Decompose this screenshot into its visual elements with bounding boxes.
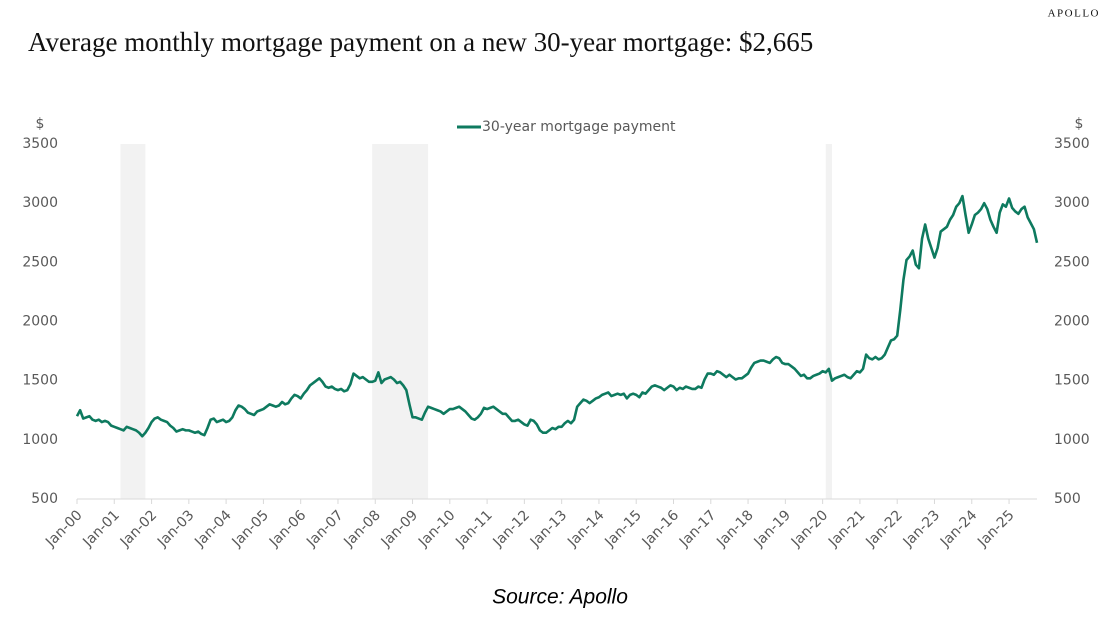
y-unit: $ <box>36 116 45 132</box>
y2-unit: $ <box>1075 116 1084 132</box>
y2-tick-label: 1500 <box>1054 373 1090 389</box>
x-tick-label: Jan-17 <box>676 507 719 550</box>
y-tick-label: 1000 <box>22 432 58 448</box>
x-tick-label: Jan-02 <box>117 507 160 550</box>
y2-tick-label: 1000 <box>1054 432 1090 448</box>
x-tick-label: Jan-23 <box>900 507 943 550</box>
x-tick-label: Jan-04 <box>191 507 235 551</box>
x-tick-label: Jan-13 <box>527 507 570 550</box>
y-tick-label: 2000 <box>22 314 58 330</box>
x-tick-label: Jan-15 <box>601 507 644 550</box>
x-tick-label: Jan-11 <box>452 507 495 550</box>
shaded-period <box>825 144 832 499</box>
x-tick-label: Jan-18 <box>713 507 756 550</box>
x-tick-label: Jan-12 <box>490 507 533 550</box>
y2-tick-label: 3000 <box>1054 195 1090 211</box>
brand: APOLLO <box>1048 8 1100 20</box>
y-tick-label: 500 <box>31 491 58 507</box>
chart-title: Average monthly mortgage payment on a ne… <box>28 27 813 57</box>
legend-label: 30-year mortgage payment <box>482 119 676 135</box>
source: Source: Apollo <box>492 586 628 609</box>
x-tick-label: Jan-21 <box>825 507 868 550</box>
shaded-period <box>120 144 146 499</box>
x-tick-label: Jan-03 <box>154 507 197 550</box>
x-tick-label: Jan-10 <box>415 507 458 550</box>
y-tick-label: 2500 <box>22 254 58 270</box>
x-tick-label: Jan-08 <box>340 507 383 550</box>
x-tick-label: Jan-22 <box>862 507 905 550</box>
line <box>75 194 1039 438</box>
x-tick-label: Jan-24 <box>937 507 981 551</box>
y2-tick-label: 3500 <box>1054 136 1090 152</box>
x-tick-label: Jan-00 <box>42 507 85 550</box>
x-tick-label: Jan-01 <box>79 507 122 550</box>
y-tick-label: 1500 <box>22 373 58 389</box>
y2-tick-label: 500 <box>1054 491 1081 507</box>
y2-tick-label: 2500 <box>1054 254 1090 270</box>
y-tick-label: 3500 <box>22 136 58 152</box>
y-tick-label: 3000 <box>22 195 58 211</box>
x-tick-label: Jan-06 <box>266 507 310 551</box>
x-tick-label: Jan-19 <box>751 507 794 550</box>
y2-tick-label: 2000 <box>1054 314 1090 330</box>
shaded-period <box>372 144 429 499</box>
x-tick-label: Jan-20 <box>788 507 831 550</box>
x-tick-label: Jan-07 <box>303 507 346 550</box>
x-tick-label: Jan-05 <box>229 507 272 550</box>
x-tick-label: Jan-16 <box>639 507 683 551</box>
x-tick-label: Jan-25 <box>974 507 1017 550</box>
x-tick-label: Jan-09 <box>378 507 421 550</box>
x-tick-label: Jan-14 <box>564 507 608 551</box>
